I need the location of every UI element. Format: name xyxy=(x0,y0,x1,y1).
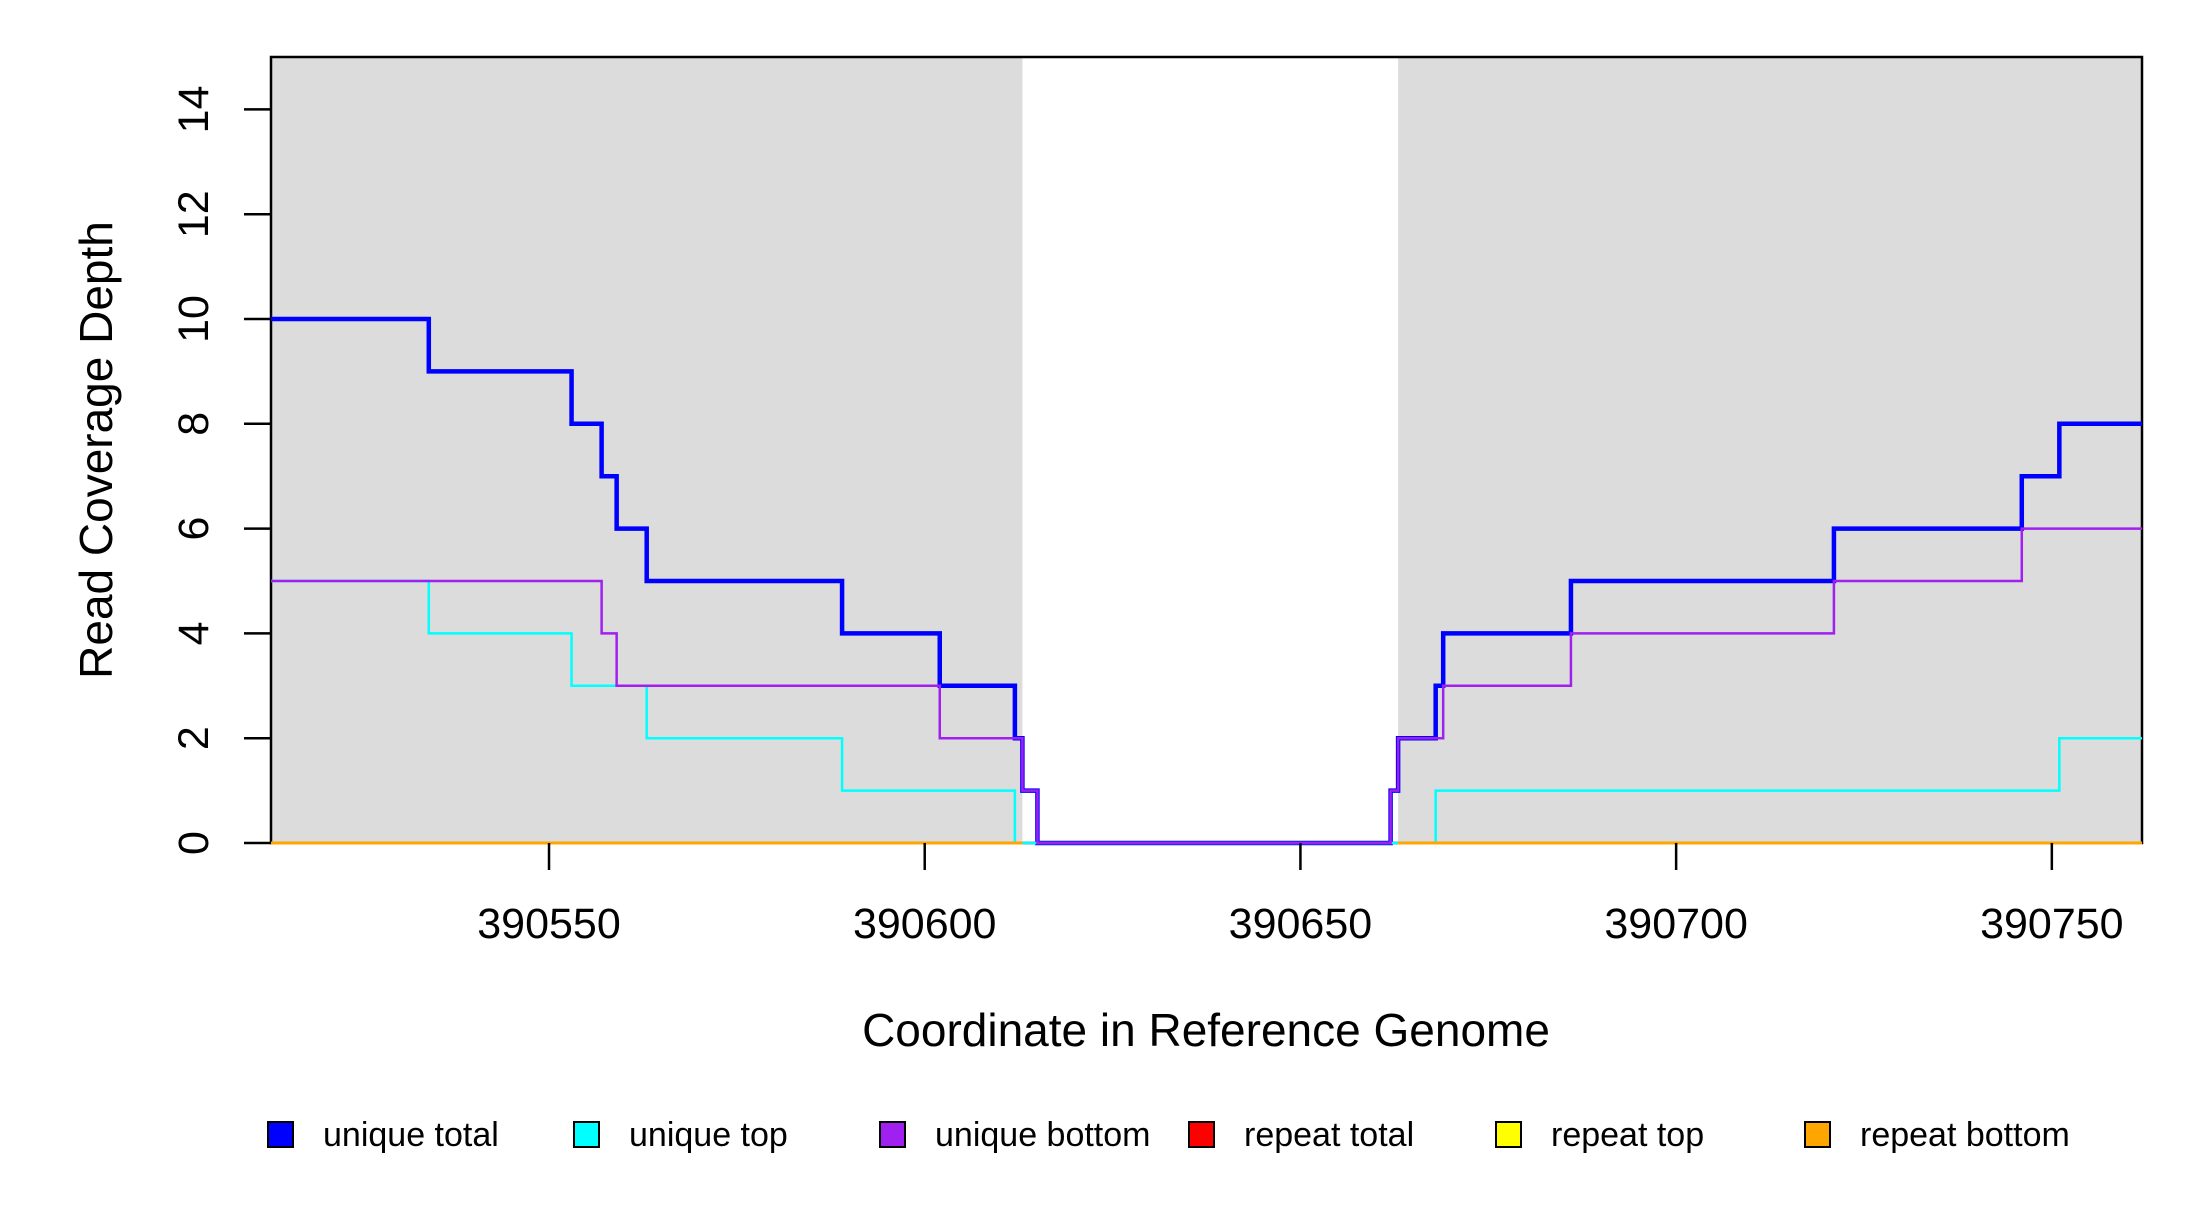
legend-item-unique-total: unique total xyxy=(267,1116,499,1154)
right-shaded-region xyxy=(1398,57,2142,843)
legend-label: repeat total xyxy=(1244,1116,1414,1154)
x-tick-label: 390600 xyxy=(853,900,997,948)
legend-swatch xyxy=(267,1121,294,1148)
y-axis-title: Read Coverage Depth xyxy=(70,221,122,679)
legend-label: unique total xyxy=(323,1116,499,1154)
x-tick-label: 390650 xyxy=(1229,900,1373,948)
y-tick-label: 4 xyxy=(170,621,218,645)
x-tick-label: 390750 xyxy=(1980,900,2124,948)
legend-item-repeat-total: repeat total xyxy=(1188,1116,1414,1154)
series-line-unique-bottom xyxy=(271,527,2142,845)
legend-swatch xyxy=(573,1121,600,1148)
legend-label: unique bottom xyxy=(935,1116,1151,1154)
y-tick-label: 12 xyxy=(170,190,218,238)
y-tick-label: 14 xyxy=(170,85,218,133)
legend-swatch xyxy=(1188,1121,1215,1148)
y-tick-label: 2 xyxy=(170,726,218,750)
x-tick-label: 390550 xyxy=(477,900,621,948)
legend-swatch xyxy=(1804,1121,1831,1148)
legend-item-repeat-top: repeat top xyxy=(1495,1116,1704,1154)
y-tick-label: 10 xyxy=(170,295,218,343)
y-tick-label: 8 xyxy=(170,412,218,436)
y-tick-label: 0 xyxy=(170,831,218,855)
legend-label: repeat top xyxy=(1551,1116,1704,1154)
legend: unique total unique top unique bottom repea… xyxy=(267,1116,2070,1154)
legend-item-unique-bottom: unique bottom xyxy=(879,1116,1151,1154)
series-lines-layer xyxy=(271,316,2142,846)
x-tick-label: 390700 xyxy=(1604,900,1748,948)
y-tick-label: 6 xyxy=(170,517,218,541)
series-line-unique-top xyxy=(271,579,2142,845)
legend-label: unique top xyxy=(629,1116,788,1154)
legend-swatch xyxy=(879,1121,906,1148)
legend-label: repeat bottom xyxy=(1860,1116,2070,1154)
legend-item-repeat-bottom: repeat bottom xyxy=(1804,1116,2070,1154)
axes-layer: 390550 390600 390650 390700 390750 0 2 4 6 8 10 12 1… xyxy=(170,85,2124,948)
x-axis-title: Coordinate in Reference Genome xyxy=(862,1004,1550,1056)
legend-item-unique-top: unique top xyxy=(573,1116,788,1154)
legend-swatch xyxy=(1495,1121,1522,1148)
shaded-regions-layer xyxy=(271,57,2142,843)
